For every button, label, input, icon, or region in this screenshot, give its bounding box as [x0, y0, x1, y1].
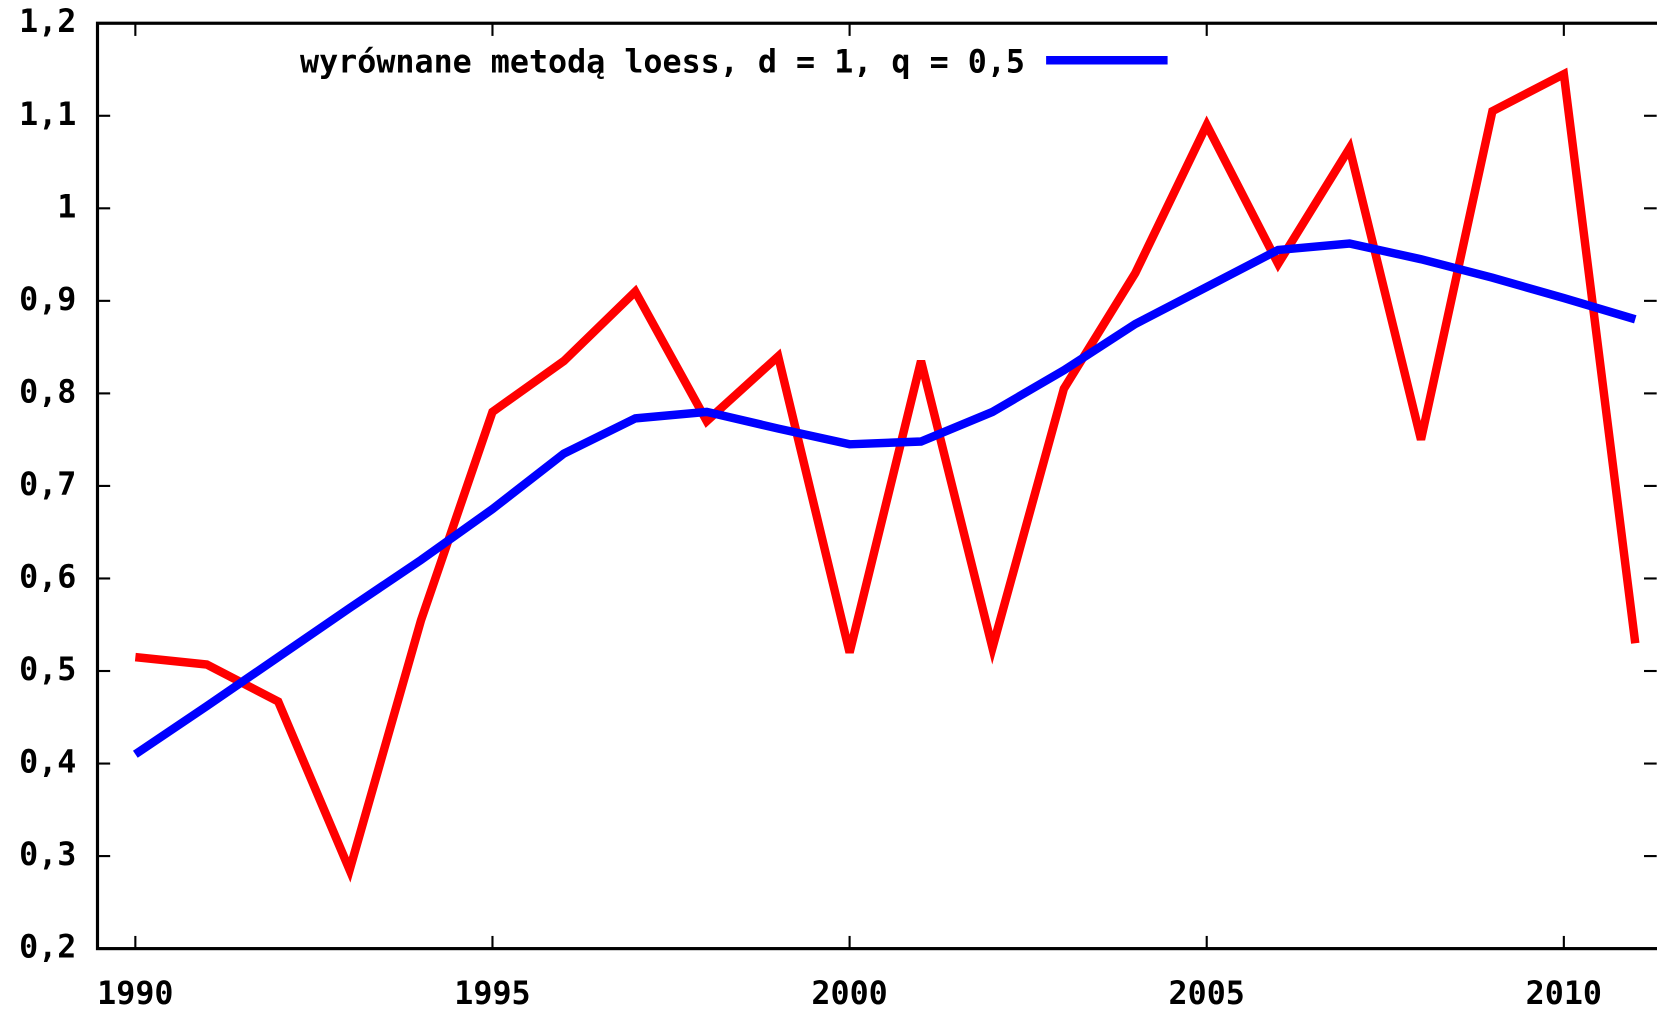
y-tick-label: 0,7: [19, 467, 76, 503]
y-tick-label: 0,5: [19, 652, 76, 688]
y-tick-label: 1,2: [19, 4, 76, 40]
x-tick-label: 1990: [97, 976, 173, 1012]
x-tick-label: 1995: [454, 976, 530, 1012]
y-tick-label: 0,4: [19, 745, 76, 781]
series-line: [132, 239, 1637, 758]
series-line: [134, 67, 1640, 883]
y-tick-label: 0,9: [19, 282, 76, 318]
y-tick-label: 1: [57, 189, 76, 225]
x-tick-label: 2000: [811, 976, 887, 1012]
plot-frame: [95, 21, 1657, 951]
x-tick-label: 2010: [1526, 976, 1602, 1012]
y-tick-label: 0,3: [19, 837, 76, 873]
y-tick-label: 0,6: [19, 559, 76, 595]
y-tick-label: 0,2: [19, 930, 76, 966]
legend-label: wyrównane metodą loess, d = 1, q = 0,5: [300, 44, 1025, 80]
y-tick-label: 0,8: [19, 374, 76, 410]
y-tick-label: 1,1: [19, 97, 76, 133]
x-tick-label: 2005: [1169, 976, 1245, 1012]
